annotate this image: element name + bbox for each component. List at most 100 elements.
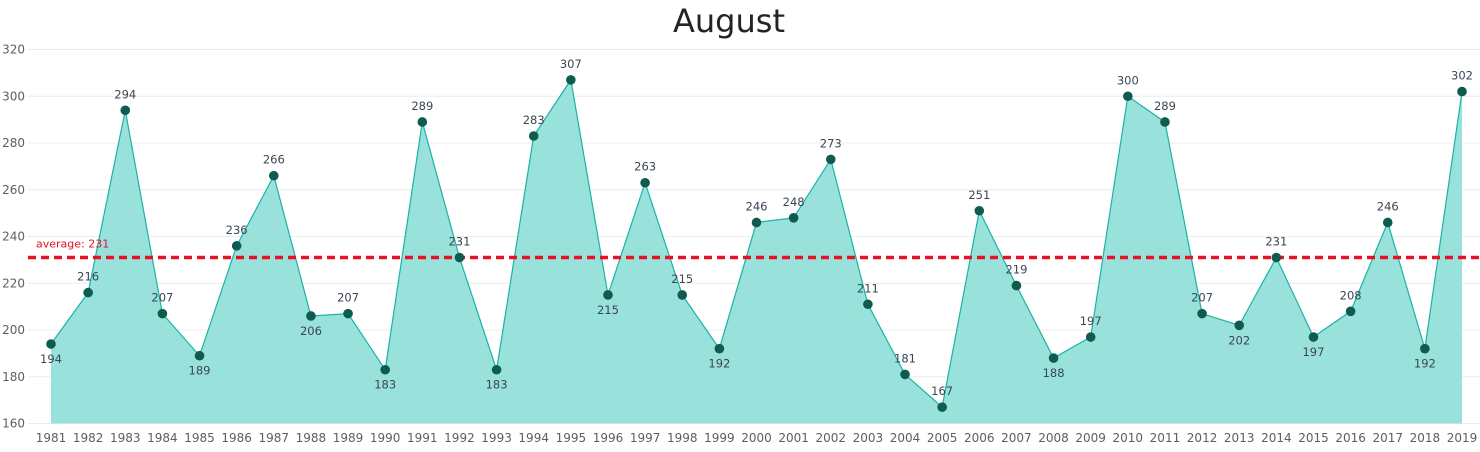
data-label: 307 — [560, 57, 582, 71]
data-point — [1011, 280, 1022, 291]
y-tick-label: 220 — [2, 276, 25, 290]
data-point — [120, 105, 131, 116]
data-label: 207 — [337, 291, 359, 305]
x-tick-label: 2002 — [815, 431, 846, 445]
data-point — [454, 252, 465, 263]
x-tick-label: 2008 — [1038, 431, 1069, 445]
chart-title: August — [673, 2, 785, 40]
data-point — [1345, 306, 1356, 317]
data-point — [825, 154, 836, 165]
data-label: 263 — [634, 160, 656, 174]
data-point — [194, 350, 205, 361]
y-tick-label: 180 — [2, 370, 25, 384]
x-tick-label: 1985 — [184, 431, 215, 445]
x-tick-label: 1988 — [296, 431, 327, 445]
x-tick-label: 2018 — [1410, 431, 1441, 445]
x-tick-label: 1990 — [370, 431, 401, 445]
x-tick-label: 1992 — [444, 431, 475, 445]
average-label: average: 231 — [36, 238, 109, 251]
data-point — [714, 343, 725, 354]
data-label: 219 — [1005, 263, 1027, 277]
data-point — [788, 213, 799, 223]
y-tick-label: 160 — [2, 417, 25, 431]
data-label: 194 — [40, 352, 62, 366]
x-tick-label: 2010 — [1113, 431, 1144, 445]
data-point — [268, 170, 279, 181]
data-label: 273 — [820, 136, 842, 150]
x-tick-label: 1994 — [518, 431, 549, 445]
data-label: 211 — [857, 281, 879, 295]
x-tick-label: 2015 — [1298, 431, 1329, 445]
x-tick-label: 2011 — [1150, 431, 1181, 445]
data-point — [1160, 117, 1170, 127]
data-label: 189 — [189, 364, 211, 378]
area-fill — [51, 79, 1462, 424]
data-point — [306, 311, 316, 321]
y-tick-label: 300 — [2, 89, 25, 103]
data-label: 215 — [671, 272, 693, 286]
x-tick-label: 2007 — [1001, 431, 1032, 445]
data-label: 197 — [1080, 314, 1102, 328]
data-label: 302 — [1451, 69, 1473, 83]
data-label: 188 — [1043, 366, 1065, 380]
data-point — [231, 241, 242, 251]
data-point — [1457, 86, 1467, 97]
x-tick-label: 1981 — [36, 431, 67, 445]
data-label: 207 — [151, 291, 173, 305]
data-point — [491, 364, 502, 375]
data-point — [1197, 308, 1207, 319]
x-tick-label: 2016 — [1335, 431, 1366, 445]
data-point — [1234, 320, 1245, 331]
y-tick-label: 320 — [2, 43, 25, 57]
y-tick-label: 280 — [2, 136, 25, 150]
x-tick-label: 2003 — [853, 431, 884, 445]
x-tick-label: 1996 — [593, 431, 624, 445]
x-tick-label: 2017 — [1372, 431, 1403, 445]
data-point — [1308, 332, 1319, 342]
data-point — [1048, 353, 1059, 363]
data-label: 206 — [300, 324, 322, 338]
data-label: 215 — [597, 303, 619, 317]
data-point — [900, 369, 910, 380]
y-tick-label: 240 — [2, 230, 25, 244]
data-label: 289 — [411, 99, 433, 113]
data-label: 216 — [77, 270, 99, 284]
data-point — [751, 217, 762, 228]
data-label: 231 — [1265, 235, 1287, 249]
data-point — [1271, 252, 1282, 263]
x-tick-label: 1986 — [221, 431, 252, 445]
data-point — [528, 131, 539, 141]
data-point — [83, 287, 93, 298]
x-tick-label: 1989 — [333, 431, 364, 445]
data-point — [640, 177, 650, 188]
y-tick-label: 200 — [2, 323, 25, 337]
data-label: 251 — [968, 188, 990, 202]
data-label: 231 — [448, 235, 470, 249]
data-point — [417, 117, 428, 127]
data-label: 283 — [523, 113, 545, 127]
data-label: 167 — [931, 384, 953, 398]
data-point — [566, 75, 576, 85]
x-tick-label: 1999 — [704, 431, 735, 445]
x-tick-label: 2009 — [1075, 431, 1106, 445]
data-label: 192 — [1414, 357, 1436, 371]
data-label: 181 — [894, 351, 916, 365]
x-tick-label: 2013 — [1224, 431, 1255, 445]
data-label: 183 — [374, 378, 396, 392]
x-tick-label: 2001 — [778, 431, 809, 445]
y-tick-label: 260 — [2, 183, 25, 197]
x-tick-label: 2004 — [890, 431, 921, 445]
data-label: 266 — [263, 153, 285, 167]
x-tick-label: 2000 — [741, 431, 772, 445]
data-point — [974, 205, 985, 216]
x-tick-label: 1993 — [481, 431, 512, 445]
data-label: 289 — [1154, 99, 1176, 113]
x-tick-label: 1987 — [259, 431, 290, 445]
x-tick-label: 2019 — [1447, 431, 1478, 445]
data-point — [863, 299, 873, 310]
data-point — [677, 290, 688, 300]
data-label: 248 — [783, 195, 805, 209]
x-tick-label: 1998 — [667, 431, 698, 445]
